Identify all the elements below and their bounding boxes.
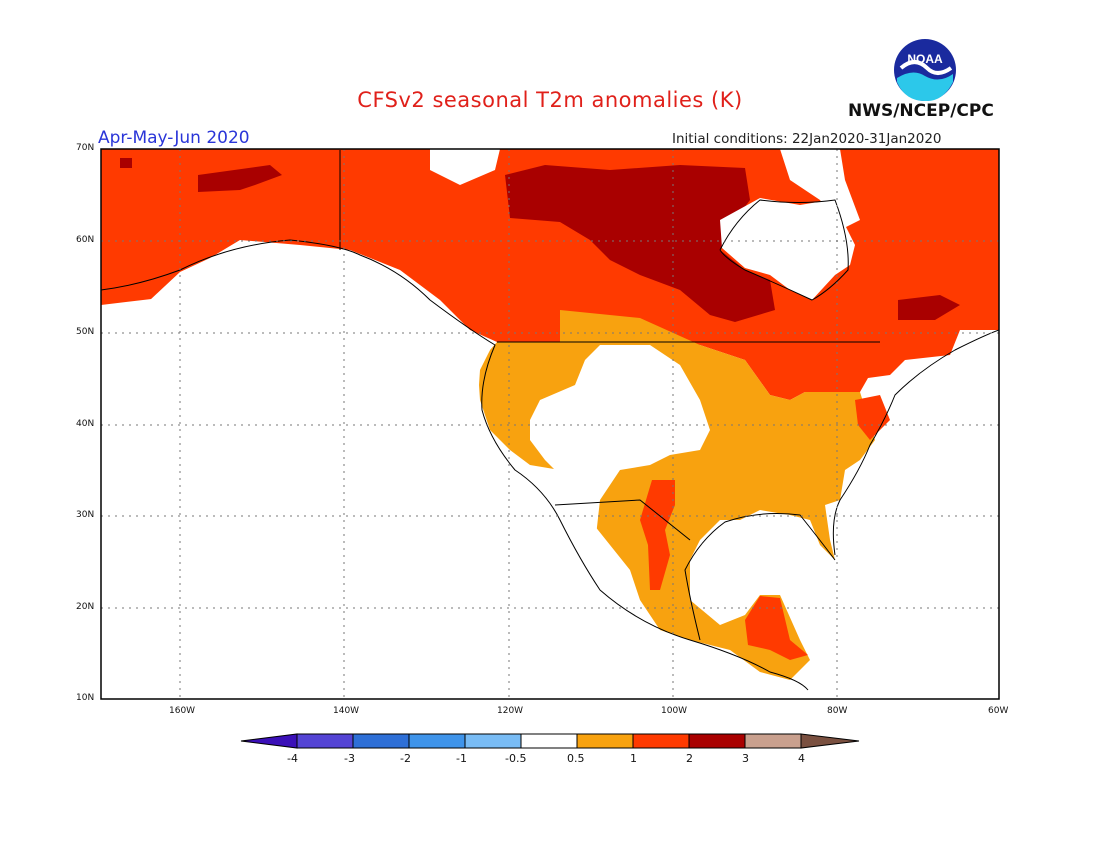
colorbar-segment	[800, 733, 860, 749]
colorbar	[240, 733, 860, 749]
lat-tick: 20N	[76, 602, 95, 612]
noaa-logo-text: NOAA	[907, 52, 943, 66]
anomaly-region-red-ca	[745, 596, 808, 660]
lat-tick: 70N	[76, 143, 95, 153]
colorbar-segment	[352, 733, 410, 749]
colorbar-label: 3	[742, 752, 749, 765]
colorbar-segment	[688, 733, 746, 749]
anomaly-region-neutral	[530, 345, 710, 545]
colorbar-segment	[464, 733, 522, 749]
lon-tick: 100W	[661, 706, 688, 716]
colorbar-label: 4	[798, 752, 805, 765]
coastlines	[101, 150, 999, 691]
colorbar-label: -2	[400, 752, 411, 765]
colorbar-segment	[240, 733, 298, 749]
lat-tick: 40N	[76, 419, 95, 429]
colorbar-segment	[296, 733, 354, 749]
lon-tick: 60W	[988, 706, 1009, 716]
water-arctic-1	[780, 149, 860, 230]
water-hudson-bay	[720, 198, 855, 300]
water-arctic-2	[430, 149, 500, 185]
noaa-logo: NOAA	[893, 38, 957, 102]
anomaly-field	[101, 149, 999, 680]
agency-label: NWS/NCEP/CPC	[848, 101, 994, 121]
water-pacific-nw	[101, 250, 490, 400]
colorbar-segment	[576, 733, 634, 749]
graticule	[101, 149, 999, 699]
season-label: Apr-May-Jun 2020	[98, 128, 250, 148]
map-frame	[100, 148, 1000, 700]
initial-conditions-label: Initial conditions: 22Jan2020-31Jan2020	[672, 131, 942, 147]
anomaly-region-darkred-4	[120, 158, 132, 168]
colorbar-label: -4	[287, 752, 298, 765]
anomaly-region-red-ne	[855, 395, 890, 440]
colorbar-label: 0.5	[567, 752, 585, 765]
colorbar-segment	[632, 733, 690, 749]
colorbar-label: 1	[630, 752, 637, 765]
colorbar-segment	[744, 733, 802, 749]
colorbar-label: -0.5	[505, 752, 527, 765]
colorbar-label: -3	[344, 752, 355, 765]
lat-tick: 30N	[76, 510, 95, 520]
map-title: CFSv2 seasonal T2m anomalies (K)	[357, 88, 743, 112]
anomaly-region-darkred-3	[898, 295, 960, 320]
colorbar-label: -1	[456, 752, 467, 765]
lat-tick: 60N	[76, 235, 95, 245]
lat-tick: 10N	[76, 693, 95, 703]
lat-tick: 50N	[76, 327, 95, 337]
colorbar-segment	[408, 733, 466, 749]
lon-tick: 140W	[333, 706, 360, 716]
lon-tick: 120W	[497, 706, 524, 716]
colorbar-label: 2	[686, 752, 693, 765]
lon-tick: 160W	[169, 706, 196, 716]
colorbar-segment	[520, 733, 578, 749]
anomaly-region-darkred-2	[198, 165, 282, 192]
anomaly-region-darkred-1	[505, 165, 775, 322]
lon-tick: 80W	[827, 706, 848, 716]
